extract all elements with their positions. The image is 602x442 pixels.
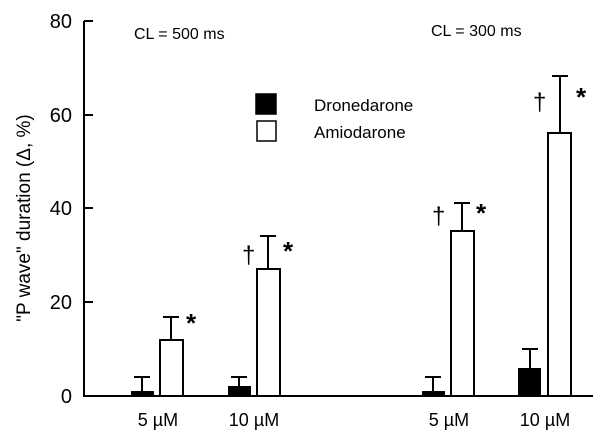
- legend-label-dronedarone: Dronedarone: [314, 96, 413, 115]
- bar-amiodarone: [256, 268, 281, 397]
- bar-group-cl500-10um: † *: [228, 235, 294, 397]
- y-tick-40: 40: [50, 198, 72, 220]
- significance-star: *: [283, 236, 294, 266]
- y-axis-label: "P wave" duration (Δ, %): [14, 114, 35, 321]
- bar-group-cl300-10um: † *: [518, 75, 587, 397]
- significance-star: *: [576, 82, 587, 112]
- x-tick-cl500-10um: 10 µM: [229, 410, 279, 430]
- significance-dagger: †: [432, 203, 445, 230]
- bar-group-cl500-5um: *: [131, 308, 197, 397]
- significance-star: *: [186, 308, 197, 338]
- bar-group-cl300-5um: † *: [422, 198, 487, 397]
- significance-dagger: †: [242, 242, 255, 269]
- x-tick-cl300-5um: 5 µM: [429, 410, 469, 430]
- y-tick-labels: 0 20 40 60 80: [50, 11, 72, 408]
- y-tick-60: 60: [50, 105, 72, 127]
- bar-dronedarone: [518, 368, 541, 396]
- legend-swatch-dronedarone: [255, 93, 277, 115]
- group-title-cl300: CL = 300 ms: [431, 23, 522, 40]
- significance-dagger: †: [533, 89, 546, 116]
- group-title-cl500: CL = 500 ms: [134, 26, 225, 43]
- y-tick-20: 20: [50, 292, 72, 314]
- x-tick-cl300-10um: 10 µM: [520, 410, 570, 430]
- bar-amiodarone: [547, 132, 572, 397]
- bar-amiodarone: [159, 339, 184, 397]
- legend-label-amiodarone: Amiodarone: [314, 123, 406, 142]
- legend-swatch-amiodarone: [256, 120, 277, 142]
- y-ticks: [84, 20, 93, 303]
- bar-dronedarone: [131, 391, 154, 396]
- y-tick-80: 80: [50, 11, 72, 33]
- significance-star: *: [476, 198, 487, 228]
- bar-dronedarone: [422, 391, 445, 396]
- bar-amiodarone: [450, 230, 475, 397]
- bar-dronedarone: [228, 386, 251, 396]
- legend: Dronedarone Amiodarone: [255, 93, 413, 142]
- y-tick-0: 0: [61, 386, 72, 408]
- x-tick-labels: 5 µM 10 µM 5 µM 10 µM: [138, 410, 570, 430]
- x-tick-cl500-5um: 5 µM: [138, 410, 178, 430]
